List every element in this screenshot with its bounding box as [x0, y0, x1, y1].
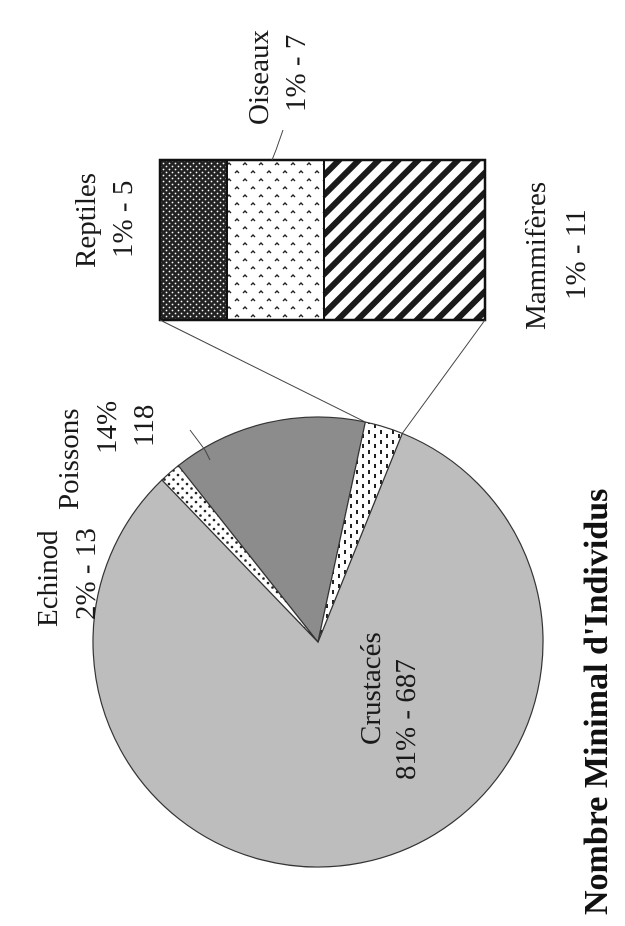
label-crustaces-value: 81% - 687 [390, 659, 422, 780]
pie-slice-crustac-s [92, 432, 544, 868]
chart-title: Nombre Minimal d'Individus [578, 489, 615, 915]
label-reptiles-name: Reptiles [70, 173, 102, 268]
label-oiseaux-value: 1% - 7 [280, 35, 312, 112]
bar-segment-mammif-res [323, 159, 486, 321]
label-crustaces-name: Crustacés [355, 632, 387, 745]
label-reptiles-value: 1% - 5 [107, 181, 139, 258]
pie-slice-poissons [177, 416, 367, 644]
label-poissons-percent: 14% [91, 401, 123, 454]
breakdown-bar-outline [158, 158, 487, 322]
connector-line-right [401, 319, 486, 434]
bar-segment-reptiles [159, 159, 228, 321]
breakdown-bar-group [158, 158, 487, 322]
leader-line-poissons [189, 429, 211, 461]
pie-group [92, 416, 544, 868]
label-mammiferes-value: 1% - 11 [560, 209, 592, 300]
label-mammiferes-name: Mammifères [520, 182, 552, 330]
label-oiseaux-name: Oiseaux [243, 29, 275, 125]
label-echinod-name: Echinod [32, 530, 64, 627]
connector-line-left [159, 319, 366, 423]
bar-segment-oiseaux [226, 159, 325, 321]
label-poissons-name: Poissons [53, 408, 85, 510]
label-echinod-value: 2% - 13 [70, 528, 102, 620]
leader-line-oiseaux [271, 129, 284, 161]
connector-lines [159, 129, 486, 461]
label-poissons-count: 118 [128, 405, 160, 447]
labels-group: Crustacés 81% - 687 Echinod 2% - 13 Poissons… [32, 29, 592, 780]
